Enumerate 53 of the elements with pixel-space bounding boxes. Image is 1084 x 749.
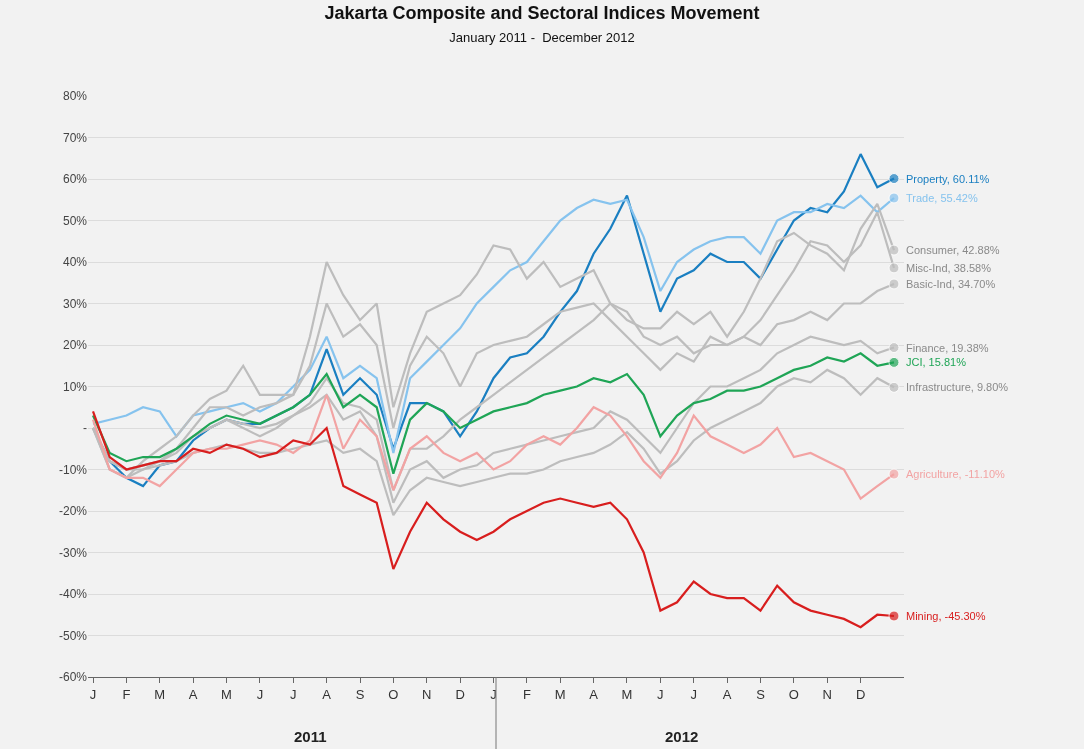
chart-subtitle: January 2011 - December 2012 bbox=[449, 30, 635, 46]
y-tick-label: -10% bbox=[58, 462, 88, 477]
series-label: Trade, 55.42% bbox=[906, 192, 978, 204]
x-tick-label: N bbox=[822, 686, 832, 702]
x-tick-label: F bbox=[122, 686, 131, 702]
y-tick-label: 70% bbox=[62, 130, 88, 145]
y-tick-label: -50% bbox=[58, 628, 88, 643]
series-label: Agriculture, -11.10% bbox=[906, 468, 1006, 480]
x-tick-label: A bbox=[188, 686, 198, 702]
series-label: Finance, 19.38% bbox=[906, 342, 989, 354]
x-tick-label: F bbox=[522, 686, 531, 702]
x-tick-label: M bbox=[554, 686, 566, 702]
series-label: Mining, -45.30% bbox=[906, 610, 986, 622]
y-tick-label: -30% bbox=[58, 545, 88, 560]
x-tick-label: A bbox=[322, 686, 332, 702]
x-tick-label: J bbox=[89, 686, 97, 702]
y-tick-label: 20% bbox=[62, 338, 88, 353]
y-tick-label: - bbox=[83, 421, 87, 436]
y-tick-label: 40% bbox=[62, 255, 88, 270]
text: 2012 bbox=[665, 728, 699, 745]
x-tick-label: M bbox=[154, 686, 166, 702]
y-tick-label: -40% bbox=[58, 587, 88, 602]
y-tick-label: 80% bbox=[62, 89, 88, 104]
chart-title: Jakarta Composite and Sectoral Indices Movement bbox=[324, 2, 760, 23]
series-label: JCI, 15.81% bbox=[906, 356, 967, 368]
series-label: Misc-Ind, 38.58% bbox=[906, 262, 992, 274]
y-tick-label: 10% bbox=[62, 379, 88, 394]
series-label: Consumer, 42.88% bbox=[906, 244, 1000, 256]
y-tick-label: 30% bbox=[62, 296, 88, 311]
x-tick-label: N bbox=[422, 686, 432, 702]
x-tick-label: J bbox=[690, 686, 697, 702]
x-tick-label: J bbox=[657, 686, 664, 702]
y-tick-label: -20% bbox=[58, 504, 88, 519]
y-tick-label: 60% bbox=[62, 172, 88, 187]
x-tick-label: A bbox=[589, 686, 599, 702]
text: 2011 bbox=[294, 728, 327, 745]
x-tick-label: D bbox=[455, 686, 465, 702]
series-label: Basic-Ind, 34.70% bbox=[906, 278, 996, 290]
x-tick-label: M bbox=[621, 686, 633, 702]
series-label: Property, 60.11% bbox=[906, 173, 990, 185]
x-tick-label: M bbox=[221, 686, 232, 702]
x-tick-label: S bbox=[756, 686, 766, 702]
x-tick-label: J bbox=[490, 686, 497, 702]
y-tick-label: 50% bbox=[62, 213, 88, 228]
x-tick-label: O bbox=[788, 686, 799, 702]
x-tick-label: A bbox=[722, 686, 732, 702]
y-tick-label: -60% bbox=[58, 670, 88, 685]
x-tick-label: D bbox=[855, 686, 866, 702]
x-tick-label: J bbox=[290, 686, 297, 702]
x-tick-label: O bbox=[388, 686, 399, 702]
series-label: Infrastructure, 9.80% bbox=[906, 381, 1009, 393]
x-tick-label: S bbox=[355, 686, 365, 702]
x-tick-label: J bbox=[256, 686, 264, 702]
